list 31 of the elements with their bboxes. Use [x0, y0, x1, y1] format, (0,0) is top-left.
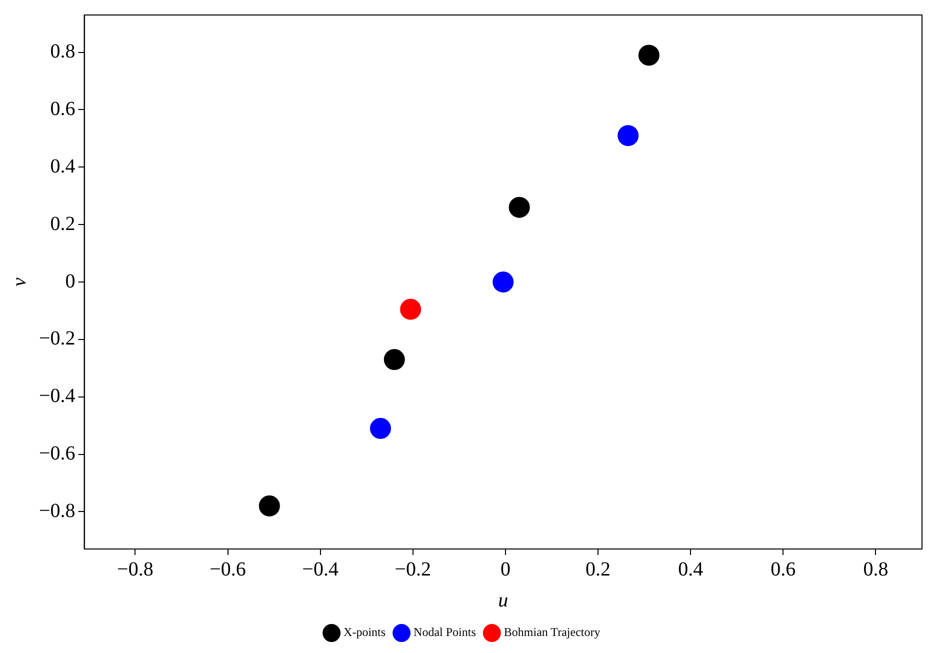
x-tick-label: 0.8: [863, 558, 888, 580]
x-tick-label: 0.2: [586, 558, 611, 580]
point: [638, 44, 660, 66]
y-tick-label: 0: [65, 270, 76, 292]
x-tick-label: −0.8: [117, 558, 154, 580]
y-tick-label: 0.6: [50, 98, 76, 120]
x-tick-label: −0.6: [210, 558, 246, 580]
y-tick-label: −0.8: [39, 500, 76, 522]
x-tick-label: −0.4: [302, 558, 338, 580]
point: [384, 349, 405, 370]
legend-label: Nodal Points: [414, 625, 476, 640]
x-axis-title: u: [498, 589, 508, 612]
x-tick-label: −0.2: [394, 558, 432, 580]
x-tick-label: 0.6: [770, 558, 796, 580]
x-tick-label: 0.4: [678, 558, 704, 580]
point: [258, 495, 280, 516]
y-axis-title: v: [8, 277, 30, 286]
point: [618, 125, 639, 146]
y-tick-label: −0.6: [39, 442, 76, 465]
y-tick-label: 0.2: [50, 212, 76, 235]
y-tick-label: −0.2: [39, 328, 76, 350]
point: [492, 272, 514, 292]
legend-label: X-points: [344, 625, 386, 640]
point: [370, 418, 391, 439]
point: [508, 196, 530, 218]
legend-label: Bohmian Trajectory: [504, 625, 600, 640]
y-tick-label: −0.4: [39, 385, 76, 408]
y-tick-label: 0.8: [50, 40, 76, 63]
point: [400, 298, 422, 320]
x-tick-label: 0: [500, 558, 510, 580]
y-tick-label: 0.4: [50, 155, 76, 178]
